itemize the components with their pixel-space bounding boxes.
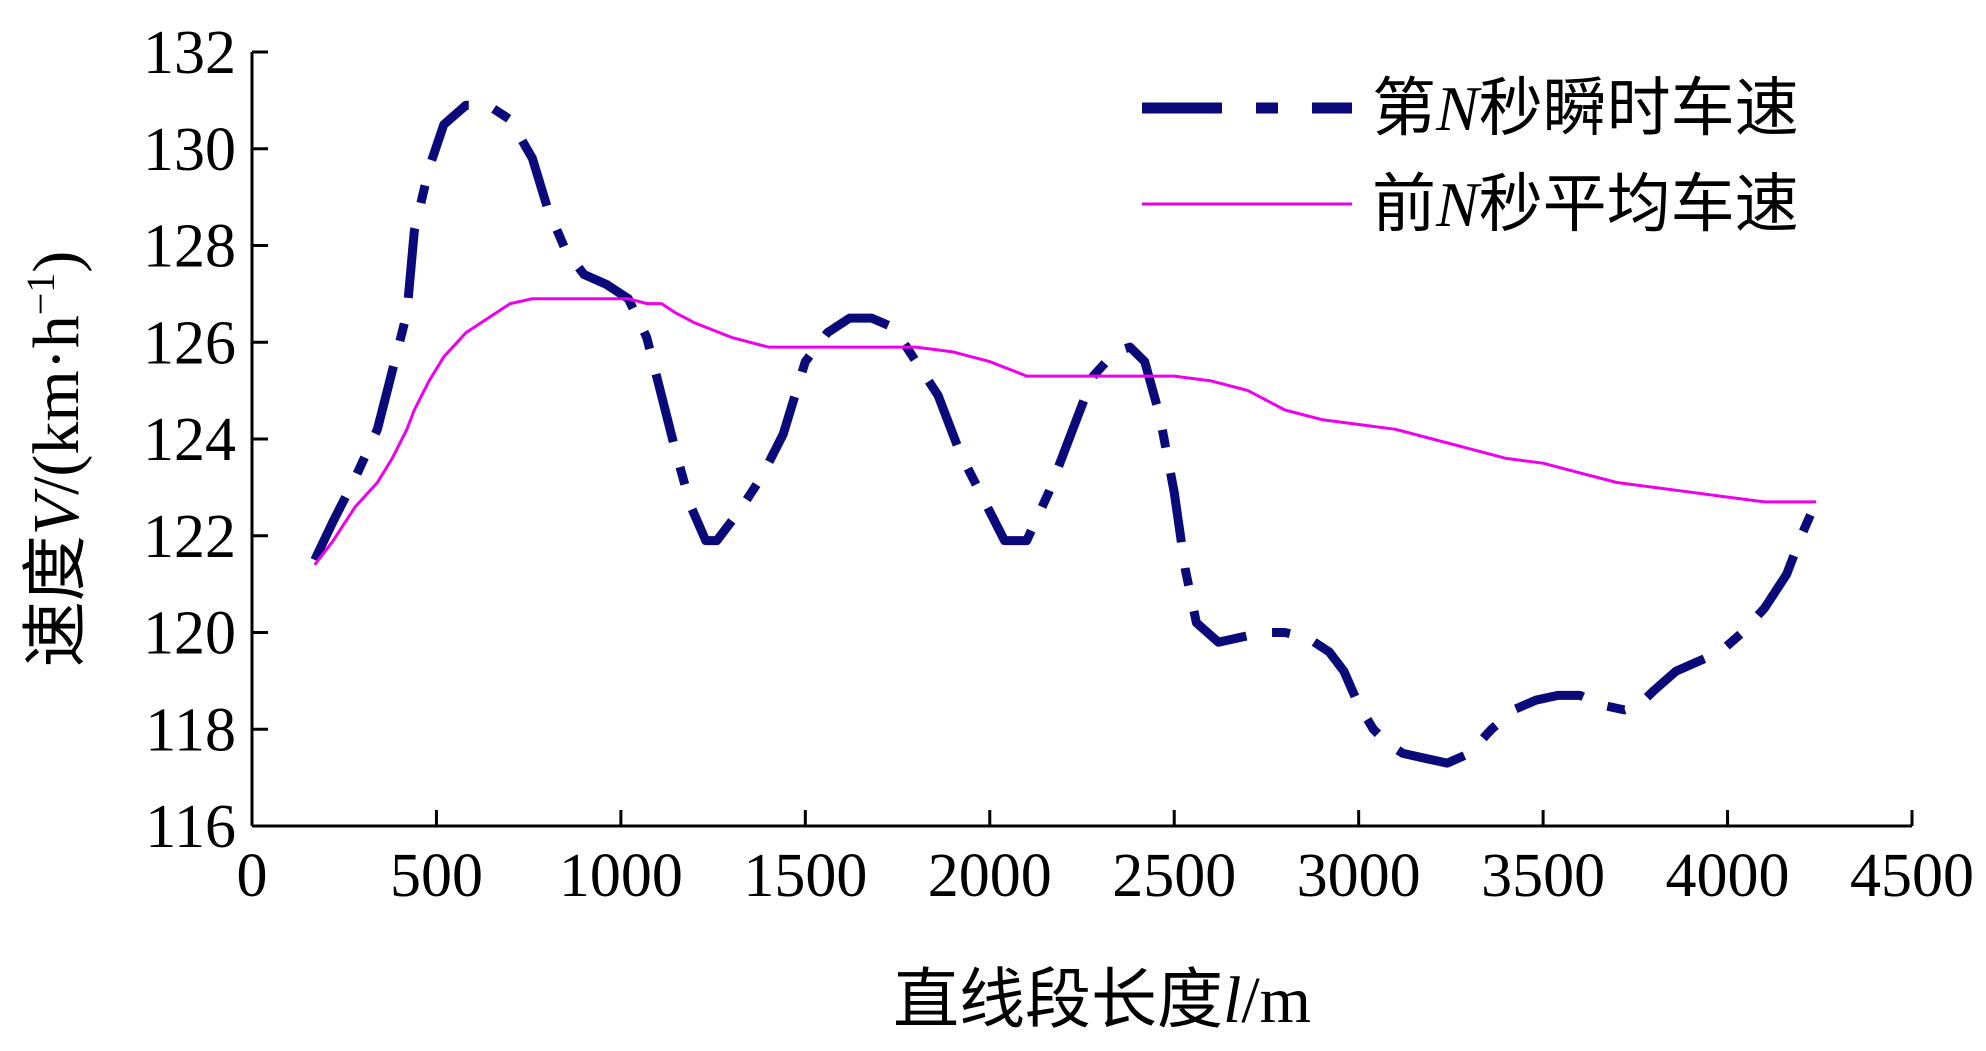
y-axis-title-close: )	[20, 251, 93, 273]
y-tick-label: 130	[143, 116, 236, 184]
y-axis-title-var: V	[20, 488, 93, 535]
legend-average-post: 秒平均车速	[1479, 169, 1799, 240]
legend-instant-post: 秒瞬时车速	[1479, 73, 1799, 144]
y-axis-title-post: /(km·h	[20, 315, 93, 495]
legend-average-pre: 前	[1372, 169, 1436, 240]
legend-label-instant-speed: 第N秒瞬时车速	[1372, 73, 1799, 144]
y-axis-title-pre: 速度	[20, 535, 93, 667]
x-axis-title-pre: 直线段长度	[893, 964, 1223, 1037]
y-tick-label: 116	[145, 793, 236, 861]
tick-labels: 0 500 1000 1500 2000 2500 3000 3500 4000 4500 116 1…	[143, 19, 1974, 910]
y-tick-label: 124	[143, 406, 236, 474]
y-tick-label: 118	[145, 696, 236, 764]
legend-average-var: N	[1435, 169, 1482, 240]
x-tick-label: 2500	[1112, 842, 1236, 910]
series-line-instant-speed	[310, 100, 1821, 768]
legend-instant-var: N	[1435, 73, 1482, 144]
x-tick-label: 2000	[928, 842, 1052, 910]
series-layer	[310, 100, 1821, 768]
legend-label-average-speed: 前N秒平均车速	[1372, 169, 1799, 240]
legend-item-average-speed: 前N秒平均车速	[1142, 169, 1799, 240]
legend: 第N秒瞬时车速 前N秒平均车速	[1142, 73, 1799, 240]
y-tick-label: 126	[143, 309, 236, 377]
x-axis-title-var: l	[1223, 964, 1241, 1037]
legend-instant-pre: 第	[1372, 73, 1436, 144]
axes-layer	[250, 50, 1914, 828]
y-axis-title: 速度V/(km·h−1)	[18, 251, 93, 668]
x-tick-label: 4500	[1850, 842, 1974, 910]
x-tick-label: 3500	[1481, 842, 1605, 910]
legend-item-instant-speed: 第N秒瞬时车速	[1142, 73, 1799, 144]
y-tick-label: 132	[143, 19, 236, 87]
x-tick-label: 500	[390, 842, 483, 910]
y-axis-title-sup: −1	[18, 273, 63, 316]
y-tick-label: 122	[143, 503, 236, 571]
series-line-average-speed	[313, 297, 1817, 566]
x-axis-title-post: /m	[1241, 964, 1311, 1037]
x-tick-label: 4000	[1666, 842, 1790, 910]
x-tick-label: 1000	[559, 842, 683, 910]
x-axis-title: 直线段长度l/m	[893, 964, 1311, 1037]
y-tick-label: 128	[143, 213, 236, 281]
x-tick-label: 3000	[1297, 842, 1421, 910]
y-tick-label: 120	[143, 600, 236, 668]
x-tick-label: 1500	[743, 842, 867, 910]
x-tick-label: 0	[237, 842, 268, 910]
